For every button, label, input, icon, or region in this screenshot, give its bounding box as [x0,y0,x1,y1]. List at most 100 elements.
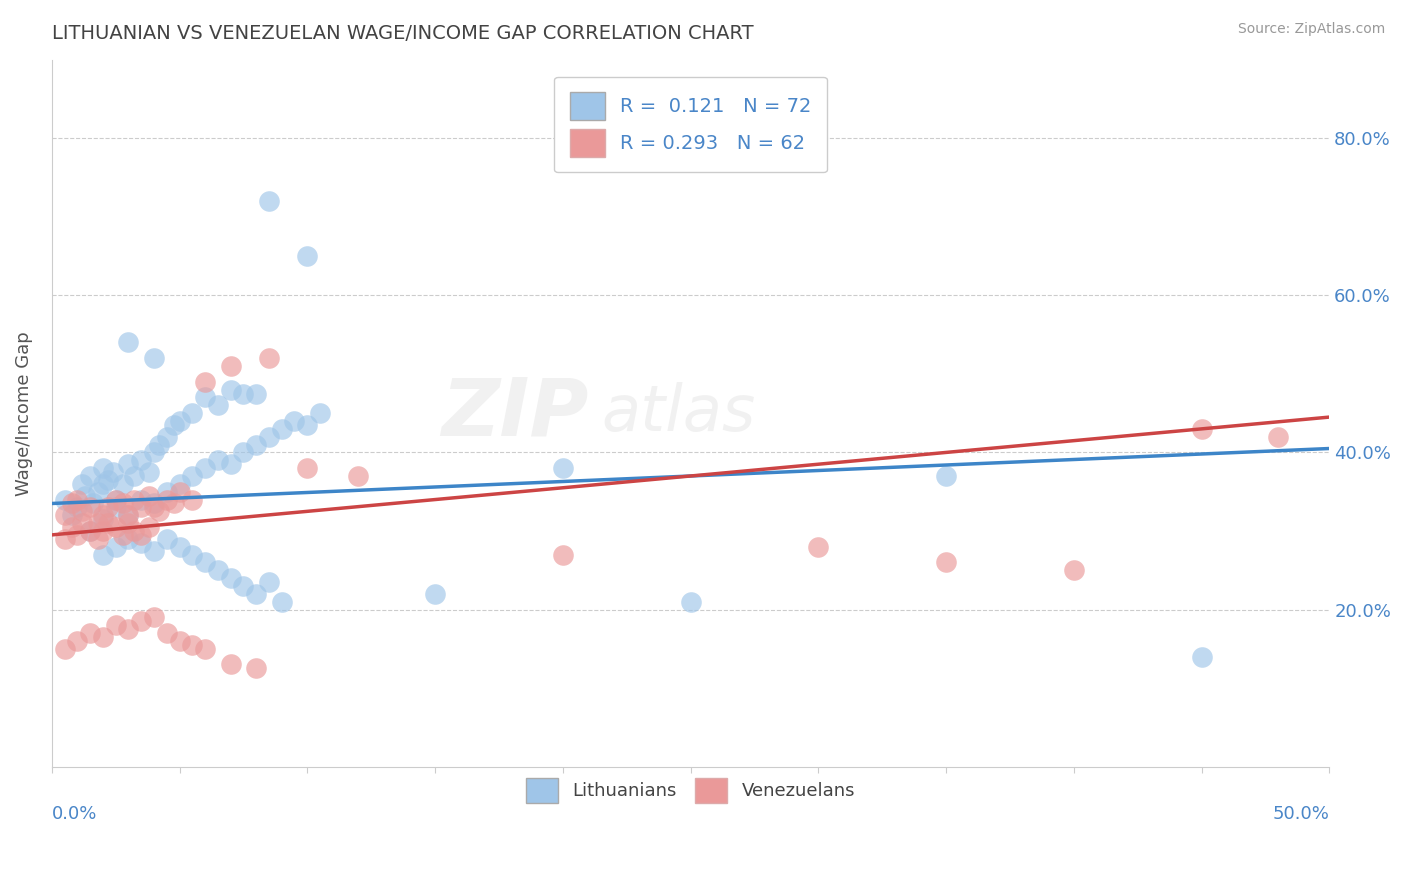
Point [551,548,574,562]
Point [257,194,280,208]
Point [156,430,179,444]
Point [219,657,242,672]
Point [91,476,114,491]
Point [53,532,76,546]
Point [181,469,204,483]
Point [79,500,101,515]
Point [219,383,242,397]
Point [245,386,267,401]
Point [283,414,305,428]
Point [138,489,160,503]
Point [194,641,217,656]
Point [807,540,830,554]
Point [163,496,186,510]
Point [142,543,165,558]
Point [207,563,229,577]
Point [112,528,135,542]
Point [79,524,101,538]
Point [87,532,110,546]
Point [181,406,204,420]
Text: 50.0%: 50.0% [1272,805,1329,823]
Point [91,508,114,523]
Point [1063,563,1085,577]
Point [169,414,191,428]
Point [270,422,292,436]
Text: ZIP: ZIP [441,374,588,452]
Point [117,457,139,471]
Point [73,489,96,503]
Point [245,437,267,451]
Point [79,524,101,538]
Point [72,476,94,491]
Point [104,500,127,515]
Point [91,512,114,526]
Point [66,500,89,515]
Point [297,417,319,432]
Point [142,445,165,459]
Legend: Lithuanians, Venezuelans: Lithuanians, Venezuelans [519,771,863,811]
Point [1191,649,1213,664]
Point [66,528,89,542]
Point [1267,430,1289,444]
Point [232,579,254,593]
Point [163,417,186,432]
Point [72,504,94,518]
Point [138,520,160,534]
Point [551,461,574,475]
Point [79,626,101,640]
Point [232,386,254,401]
Point [122,469,145,483]
Point [122,492,145,507]
Point [309,406,332,420]
Point [194,391,217,405]
Point [169,476,191,491]
Point [87,516,110,530]
Point [156,532,179,546]
Point [72,516,94,530]
Point [97,473,120,487]
Text: Source: ZipAtlas.com: Source: ZipAtlas.com [1237,22,1385,37]
Point [219,571,242,585]
Point [91,548,114,562]
Point [245,661,267,675]
Point [181,638,204,652]
Point [117,516,139,530]
Point [935,469,957,483]
Point [156,484,179,499]
Point [60,496,83,510]
Point [97,516,120,530]
Point [297,249,319,263]
Point [169,634,191,648]
Point [91,461,114,475]
Point [219,457,242,471]
Point [148,504,170,518]
Point [129,492,152,507]
Point [79,469,101,483]
Point [122,524,145,538]
Point [104,540,127,554]
Point [117,335,139,350]
Point [60,520,83,534]
Text: LITHUANIAN VS VENEZUELAN WAGE/INCOME GAP CORRELATION CHART: LITHUANIAN VS VENEZUELAN WAGE/INCOME GAP… [52,24,754,43]
Point [232,445,254,459]
Point [169,540,191,554]
Point [129,528,152,542]
Point [935,555,957,569]
Point [104,618,127,632]
Point [207,398,229,412]
Point [138,465,160,479]
Point [169,484,191,499]
Point [53,641,76,656]
Point [142,496,165,510]
Point [245,587,267,601]
Point [101,465,124,479]
Point [194,375,217,389]
Text: atlas: atlas [602,382,755,444]
Point [156,626,179,640]
Point [194,555,217,569]
Point [181,548,204,562]
Point [129,535,152,549]
Point [53,492,76,507]
Point [112,496,135,510]
Point [156,492,179,507]
